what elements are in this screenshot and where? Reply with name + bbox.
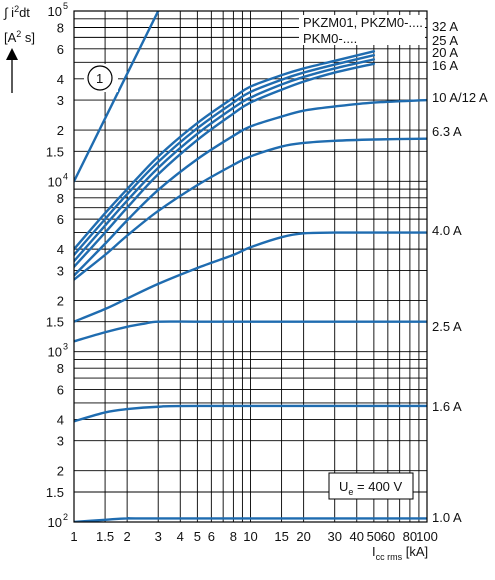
series-line-1 (74, 11, 160, 183)
x-tick-label: 3 (155, 529, 162, 544)
x-tick-label: 80 (403, 529, 417, 544)
y-tick-exponent: 3 (63, 342, 68, 352)
marker-badge: 1 (84, 64, 118, 92)
y-tick-label: 2 (57, 293, 64, 308)
x-tick-label: 1.5 (96, 529, 114, 544)
x-tick-label: 1 (70, 529, 77, 544)
y-axis-unit: [A2 s] (4, 29, 35, 45)
series-line-10-a-12-a (74, 98, 427, 277)
voltage-box: Ue = 400 V (328, 472, 414, 500)
y-axis-label: ∫ i2dt (3, 4, 30, 20)
x-tick-label: 5 (194, 529, 201, 544)
plot-frame (73, 10, 428, 523)
x-axis-label: Icc rms [kA] (372, 544, 428, 562)
series-label: 4.0 A (432, 223, 462, 238)
series-labels: 32 A25 A20 A16 A 10 A/12 A 6.3 A 4.0 A 2.5 A… (432, 19, 488, 525)
x-tick-labels: 1 1.5 2 3 4 5 6 8 10 15 20 30 40 50 60 80 100 (70, 529, 437, 544)
x-tick-label: 60 (381, 529, 395, 544)
y-tick-label: 10 (48, 174, 62, 189)
series-label: 10 A/12 A (432, 90, 488, 105)
series-label: 1.0 A (432, 510, 462, 525)
x-tick-label: 10 (243, 529, 257, 544)
arrow-up-icon (6, 48, 18, 93)
product-series-label-2: PKM0-.... (303, 31, 357, 46)
x-tick-label: 40 (350, 529, 364, 544)
series-line-1-0-a (74, 517, 427, 522)
series-label: 6.3 A (432, 124, 462, 139)
y-tick-label: 10 (48, 345, 62, 360)
y-tick-label: 1.5 (46, 485, 64, 500)
y-tick-label: 2 (57, 123, 64, 138)
x-tick-label: 2 (124, 529, 131, 544)
marker-label: 1 (96, 71, 103, 86)
y-tick-label: 4 (57, 242, 64, 257)
y-tick-label: 1.5 (46, 144, 64, 159)
series-line-20-a (74, 58, 376, 263)
series-label: 32 A (432, 19, 458, 34)
y-tick-label: 10 (48, 515, 62, 530)
series-line-4-0-a (74, 231, 427, 323)
series-label: 25 A (432, 33, 458, 48)
y-tick-label: 8 (57, 191, 64, 206)
x-tick-label: 50 (367, 529, 381, 544)
series-line-1-6-a (74, 404, 427, 423)
y-tick-label: 8 (57, 21, 64, 36)
y-tick-label: 6 (57, 42, 64, 57)
x-tick-label: 30 (327, 529, 341, 544)
series-line-2-5-a (74, 320, 427, 343)
x-tick-label: 20 (296, 529, 310, 544)
series-line-16-a (74, 62, 376, 268)
series-line-6-3-a (74, 137, 427, 281)
y-tick-label: 8 (57, 361, 64, 376)
series-label: 2.5 A (432, 319, 462, 334)
series-line-25-a (74, 54, 376, 257)
x-tick-label: 8 (230, 529, 237, 544)
series-label: 1.6 A (432, 399, 462, 414)
y-tick-exponent: 4 (63, 171, 68, 181)
y-tick-label: 2 (57, 464, 64, 479)
y-tick-label: 3 (57, 434, 64, 449)
y-tick-label: 4 (57, 72, 64, 87)
y-tick-label: 3 (57, 263, 64, 278)
y-tick-label: 6 (57, 212, 64, 227)
voltage-label: Ue = 400 V (339, 479, 403, 497)
y-tick-exponent: 5 (63, 1, 68, 11)
y-tick-exponent: 2 (63, 512, 68, 522)
y-tick-label: 6 (57, 382, 64, 397)
y-tick-label: 1.5 (46, 315, 64, 330)
x-tick-label: 4 (177, 529, 184, 544)
x-tick-label: 100 (416, 529, 438, 544)
y-tick-label: 10 (48, 4, 62, 19)
y-tick-label: 4 (57, 412, 64, 427)
x-tick-label: 15 (274, 529, 288, 544)
y-tick-label: 3 (57, 93, 64, 108)
product-series-label: PKZM01, PKZM0-.... (303, 15, 423, 30)
series-line-32-a (74, 50, 376, 251)
curves (74, 11, 427, 522)
series-label: 20 A (432, 45, 458, 60)
x-tick-label: 6 (208, 529, 215, 544)
series-label: 16 A (432, 58, 458, 73)
